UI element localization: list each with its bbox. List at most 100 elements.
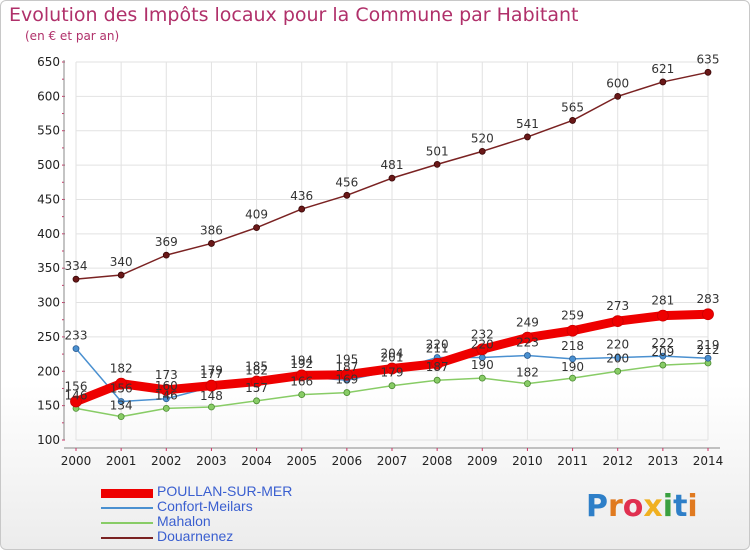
data-point-douarnenez[interactable]	[388, 174, 396, 182]
legend-swatch-confort	[101, 506, 153, 509]
x-tick-label: 2000	[61, 454, 92, 468]
x-tick-label: 2009	[467, 454, 498, 468]
legend-item-douarnenez[interactable]: Douarnenez	[101, 528, 361, 545]
data-point-confort[interactable]	[117, 398, 125, 405]
data-label-poullan: 204	[381, 347, 404, 361]
data-point-confort[interactable]	[162, 395, 170, 403]
y-tick-label: 550	[37, 124, 60, 138]
data-point-confort[interactable]	[524, 352, 531, 359]
data-point-mahalon[interactable]	[569, 374, 576, 382]
grid	[75, 61, 709, 441]
data-label-confort: 222	[651, 336, 674, 350]
data-label-mahalon: 148	[200, 389, 223, 403]
data-point-douarnenez[interactable]	[253, 224, 260, 232]
data-label-mahalon: 190	[471, 358, 494, 372]
x-tick-label: 2013	[648, 454, 679, 468]
data-point-poullan[interactable]	[160, 383, 173, 396]
data-point-douarnenez[interactable]	[524, 133, 531, 141]
legend-item-confort[interactable]: Confort-Meilars	[101, 498, 361, 515]
data-point-mahalon[interactable]	[298, 391, 306, 399]
data-label-confort: 219	[697, 338, 720, 352]
data-point-poullan[interactable]	[70, 395, 82, 408]
data-point-mahalon[interactable]	[343, 389, 351, 396]
x-tick-label: 2012	[602, 454, 633, 468]
data-point-mahalon[interactable]	[524, 380, 531, 388]
data-point-mahalon[interactable]	[614, 367, 622, 375]
data-point-mahalon[interactable]	[433, 376, 441, 384]
logo-letter: i	[662, 489, 674, 524]
data-point-poullan[interactable]	[521, 331, 534, 344]
data-point-douarnenez[interactable]	[117, 271, 125, 279]
y-tick-label: 400	[37, 227, 60, 241]
data-label-mahalon: 166	[290, 375, 313, 389]
data-point-douarnenez[interactable]	[162, 251, 170, 259]
data-point-douarnenez[interactable]	[659, 78, 667, 86]
data-point-mahalon[interactable]	[208, 403, 215, 411]
data-point-confort[interactable]	[659, 352, 667, 360]
data-point-poullan[interactable]	[656, 309, 669, 322]
data-point-poullan[interactable]	[295, 369, 308, 382]
legend-label-poullan: POULLAN-SUR-MER	[157, 483, 293, 499]
x-tick-label: 2003	[196, 454, 227, 468]
data-point-mahalon[interactable]	[162, 404, 170, 412]
data-point-mahalon[interactable]	[388, 382, 396, 390]
data-point-poullan[interactable]	[702, 308, 714, 321]
data-point-poullan[interactable]	[340, 368, 353, 381]
axes: 100 150 200 250 300 350 400 450 500 550 600 650 2000…	[37, 55, 723, 468]
data-label-poullan: 195	[335, 353, 358, 367]
x-tick-label: 2002	[151, 454, 182, 468]
data-label-mahalon: 200	[606, 351, 629, 365]
data-point-douarnenez[interactable]	[298, 205, 306, 213]
data-point-mahalon[interactable]	[659, 361, 667, 369]
legend-swatch-mahalon	[101, 521, 153, 524]
x-tick-label: 2014	[693, 454, 724, 468]
data-point-douarnenez[interactable]	[72, 275, 80, 283]
legend-item-mahalon[interactable]: Mahalon	[101, 513, 361, 530]
data-point-douarnenez[interactable]	[569, 117, 576, 124]
logo-letter: P	[586, 489, 608, 524]
data-point-mahalon[interactable]	[478, 374, 486, 382]
data-label-mahalon: 209	[651, 345, 674, 359]
data-label-confort: 233	[65, 329, 88, 343]
legend-item-poullan[interactable]: POULLAN-SUR-MER	[101, 483, 361, 500]
y-tick-label: 600	[37, 89, 60, 103]
data-point-poullan[interactable]	[431, 357, 444, 370]
legend-label-mahalon: Mahalon	[157, 513, 211, 529]
data-label-poullan: 259	[561, 309, 584, 323]
x-tick-label: 2006	[332, 454, 363, 468]
data-point-mahalon[interactable]	[117, 413, 125, 421]
data-point-poullan[interactable]	[115, 377, 128, 390]
proxiti-logo: Proxiti	[586, 489, 698, 524]
data-point-poullan[interactable]	[476, 343, 489, 356]
data-label-douarnenez: 501	[426, 144, 449, 158]
data-point-douarnenez[interactable]	[704, 68, 712, 76]
data-label-mahalon: 169	[335, 373, 358, 387]
data-point-douarnenez[interactable]	[614, 92, 622, 100]
data-point-poullan[interactable]	[611, 315, 624, 328]
data-point-poullan[interactable]	[386, 362, 398, 375]
data-point-douarnenez[interactable]	[478, 147, 486, 155]
data-label-mahalon: 190	[561, 360, 584, 374]
data-point-douarnenez[interactable]	[433, 161, 441, 168]
data-label-douarnenez: 520	[471, 131, 494, 145]
y-tick-label: 200	[37, 364, 60, 378]
data-label-poullan: 283	[697, 292, 720, 306]
x-tick-label: 2008	[422, 454, 453, 468]
data-point-poullan[interactable]	[566, 324, 579, 337]
data-point-confort[interactable]	[72, 345, 80, 352]
data-point-poullan[interactable]	[205, 379, 218, 392]
data-label-confort: 223	[516, 335, 539, 349]
data-point-douarnenez[interactable]	[343, 191, 351, 199]
data-point-douarnenez[interactable]	[208, 240, 215, 247]
data-label-douarnenez: 600	[606, 76, 629, 90]
y-tick-label: 450	[37, 192, 60, 206]
logo-letter: t	[673, 489, 688, 524]
data-label-poullan: 281	[651, 294, 674, 308]
data-point-mahalon[interactable]	[253, 397, 260, 405]
data-point-confort[interactable]	[614, 354, 622, 361]
data-point-poullan[interactable]	[250, 375, 263, 388]
x-tick-label: 2005	[286, 454, 317, 468]
y-tick-label: 100	[37, 433, 60, 447]
data-point-confort[interactable]	[704, 354, 712, 362]
data-point-confort[interactable]	[569, 355, 576, 363]
